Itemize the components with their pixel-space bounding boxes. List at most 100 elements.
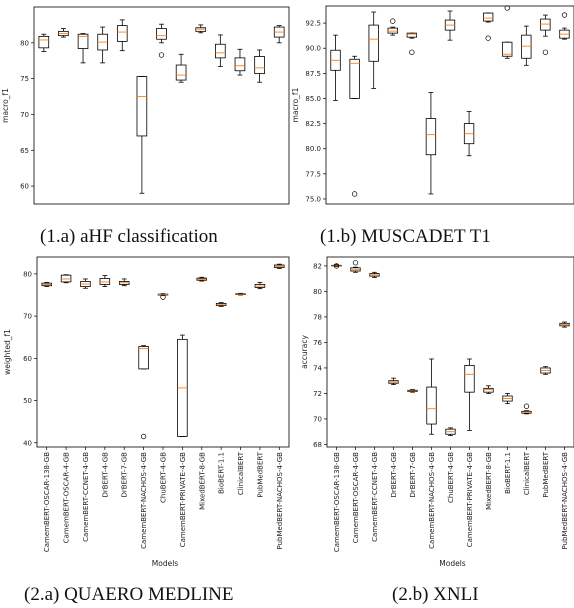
y-tick-label: 65	[20, 147, 29, 155]
box-body	[426, 386, 437, 425]
box-body	[116, 25, 128, 42]
y-tick-label: 60	[23, 355, 32, 363]
x-tick-label: MixedBERT-8-GB	[198, 452, 206, 510]
box-body	[136, 76, 148, 137]
y-tick-label: 75.0	[305, 195, 321, 203]
box-body	[175, 64, 187, 81]
x-tick-label: PubMedBERT	[542, 451, 550, 497]
box-4	[388, 377, 399, 385]
caption-1a: (1.a) aHF classification	[40, 226, 218, 247]
y-tick-label: 40	[23, 439, 32, 447]
outlier-point	[504, 5, 510, 11]
box-9	[195, 24, 207, 34]
x-axis-title: Models	[439, 559, 466, 568]
box-9	[483, 385, 494, 394]
outlier-point	[333, 263, 340, 269]
y-axis-title: weighted_f1	[3, 329, 12, 375]
box-body	[156, 28, 167, 40]
x-tick-label: CamemBERT-NACHOS-4-GB	[428, 452, 436, 549]
box-13	[274, 263, 285, 269]
box-body	[387, 27, 398, 34]
y-tick-label: 72	[313, 390, 322, 398]
box-8	[463, 111, 475, 157]
x-tick-label: BioBERT-1.1	[218, 452, 226, 494]
x-tick-label: MixedBERT-8-GB	[485, 452, 493, 510]
plot-frame	[33, 6, 290, 205]
chart-1b: 75.0 77.5 80.0 82.5 85.0 87.5 90.0 92.5 macro_f1	[291, 5, 574, 205]
y-tick-label: 70	[313, 415, 322, 423]
box-3	[80, 278, 91, 289]
y-tick-label: 82	[313, 262, 322, 270]
y-tick-label: 85.0	[305, 95, 321, 103]
y-tick-label: 80.0	[305, 145, 321, 153]
box-body	[482, 12, 494, 22]
box-body	[368, 24, 379, 62]
y-tick-label: 77.5	[305, 170, 321, 178]
x-tick-label: DrBERT-7-GB	[121, 452, 129, 498]
y-axis-title: macro_f1	[291, 87, 300, 122]
box-6	[426, 358, 437, 435]
chart-2a: 40 50 60 70 80 weighted_f1 CamemBERT-OSCAR-138…	[3, 256, 290, 568]
box-1	[330, 34, 341, 101]
chart-1a: 60 65 70 75 80 macro_f1	[1, 6, 290, 205]
x-tick-label: CamemBERT-NACHOS-4-GB	[140, 452, 148, 549]
box-13	[559, 321, 570, 328]
box-4	[387, 18, 398, 36]
outlier-point	[160, 294, 166, 300]
x-axis-title: Models	[152, 559, 179, 568]
x-tick-label: ClinicalBERT	[523, 451, 531, 495]
x-tick-label: DrBERT-4-GB	[390, 452, 398, 498]
box-body	[138, 346, 149, 370]
outlier-point	[485, 35, 491, 41]
box-1	[331, 263, 342, 269]
box-10	[502, 5, 513, 59]
box-2	[350, 260, 361, 273]
x-tick-label: ChuBERT-4-GB	[447, 452, 455, 503]
box-body	[38, 35, 50, 49]
x-tick-label: CamemBERT-CCNET-4-GB	[371, 452, 379, 542]
y-tick-label: 87.5	[305, 70, 321, 78]
y-tick-label: 82.5	[305, 120, 321, 128]
box-5	[118, 278, 130, 287]
box-body	[540, 18, 551, 31]
box-3	[368, 11, 379, 89]
y-tick-label: 70	[23, 313, 32, 321]
box-9	[196, 276, 208, 282]
y-tick-label: 92.5	[305, 20, 321, 28]
y-tick-label: 80	[23, 270, 32, 278]
caption-2b: (2.b) XNLI	[392, 584, 479, 605]
plot-frame	[325, 5, 574, 205]
box-1	[38, 33, 50, 52]
box-body	[464, 364, 475, 393]
y-tick-label: 60	[20, 183, 29, 191]
outlier-point	[140, 433, 147, 440]
box-body	[254, 56, 265, 75]
outlier-point	[351, 191, 358, 197]
x-tick-label: ChuBERT-4-GB	[160, 452, 168, 503]
outlier-point	[390, 18, 396, 24]
x-tick-label: CamemBERT-OSCAR-4-GB	[63, 452, 71, 543]
y-axis-title: accuracy	[300, 335, 309, 369]
box-11	[234, 48, 246, 76]
box-body	[425, 118, 437, 156]
box-3	[77, 33, 89, 64]
box-7	[157, 293, 169, 300]
chart-2b: 68 70 72 74 76 78 80 82 accuracy CamemBERT-OSCAR-…	[300, 256, 574, 568]
y-tick-label: 75	[20, 75, 29, 83]
box-9	[482, 12, 494, 41]
box-body	[483, 387, 494, 393]
outlier-point	[352, 260, 359, 266]
y-axis-title: macro_f1	[1, 88, 10, 123]
outlier-point	[561, 12, 568, 18]
box-5	[116, 19, 128, 52]
y-tick-label: 74	[313, 364, 322, 372]
x-tick-label: CamemBERT-PRIVATE-4-GB	[466, 452, 474, 547]
outlier-point	[542, 49, 549, 55]
box-12	[540, 366, 551, 375]
outlier-point	[409, 49, 415, 55]
y-tick-label: 78	[313, 313, 322, 321]
box-6	[136, 76, 148, 194]
caption-2a: (2.a) QUAERO MEDLINE	[24, 584, 233, 605]
box-body	[521, 34, 532, 59]
